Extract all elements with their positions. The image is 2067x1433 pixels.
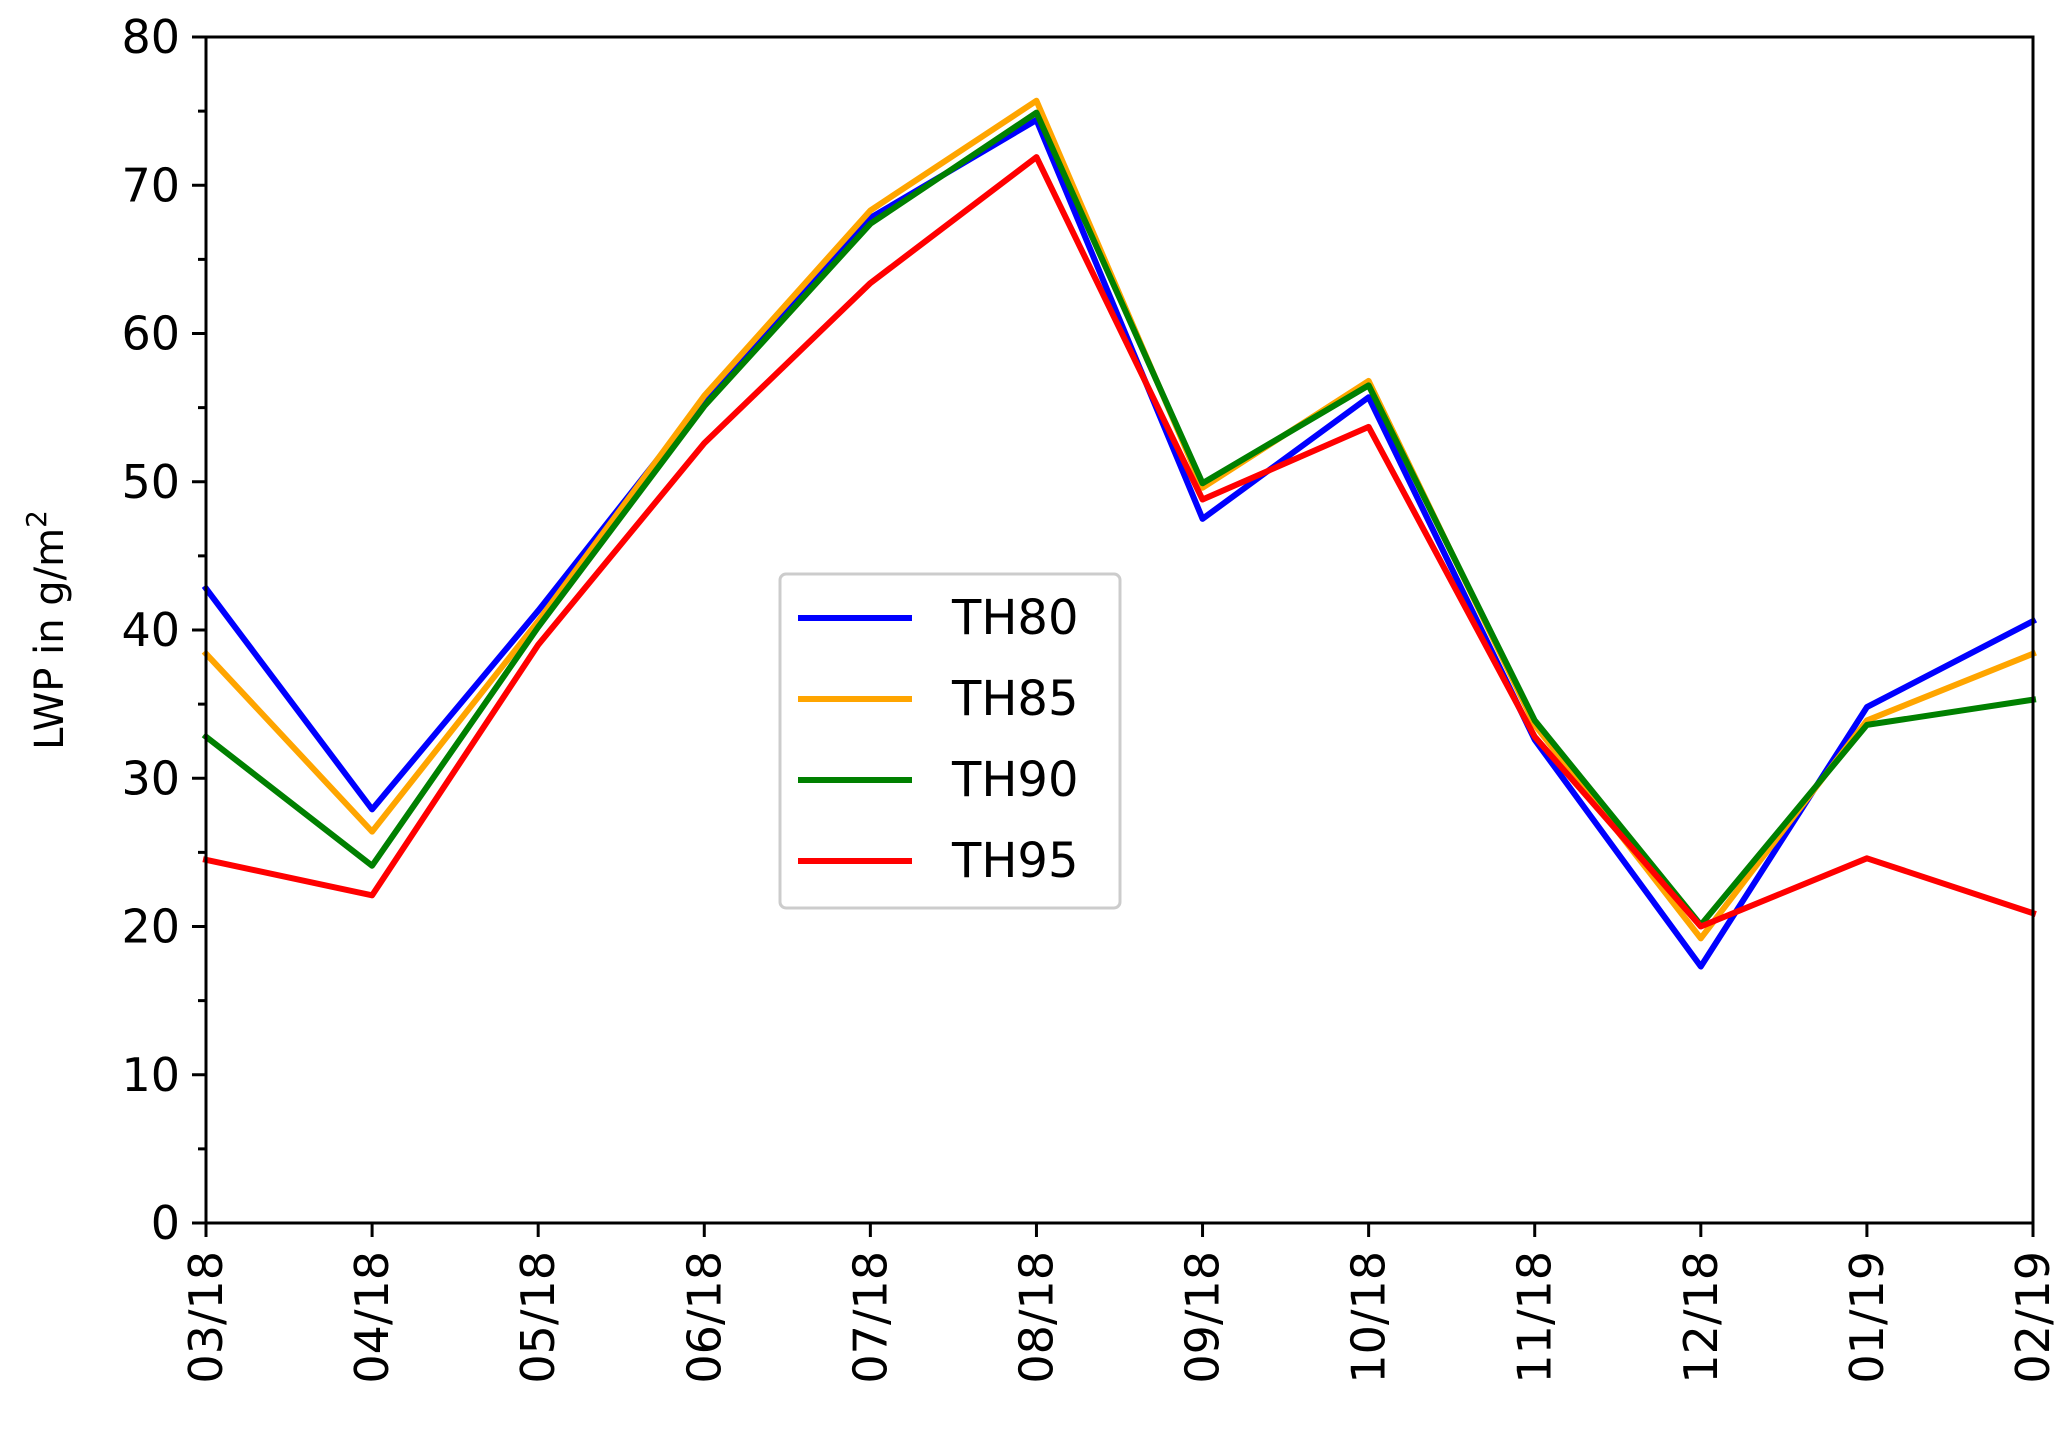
legend: TH80 TH85 TH90 TH95: [778, 572, 1122, 910]
series-lines: [201, 97, 2038, 970]
x-tick-label: 09/18: [1176, 1251, 1230, 1384]
y-tick-label: 60: [121, 307, 180, 361]
legend-label-th95: TH95: [951, 833, 1079, 889]
legend-box: [778, 572, 1122, 910]
x-tick-label: 08/18: [1009, 1251, 1063, 1384]
legend-label-th80: TH80: [951, 590, 1079, 646]
legend-label-th90: TH90: [951, 752, 1079, 808]
series-line-th90: [201, 109, 2037, 929]
x-tick-label: 07/18: [843, 1251, 897, 1384]
x-tick-label: 02/19: [2006, 1251, 2060, 1384]
series-line-th95: [202, 154, 2037, 930]
y-tick-label: 30: [121, 751, 180, 805]
y-tick-label: 20: [121, 900, 180, 954]
y-tick-label: 0: [151, 1196, 180, 1250]
x-tick-label: 04/18: [345, 1251, 399, 1384]
y-tick-label: 10: [121, 1048, 180, 1102]
x-tick-label: 11/18: [1508, 1251, 1562, 1384]
y-tick-label: 80: [121, 10, 180, 64]
x-tick-label: 06/18: [677, 1251, 731, 1384]
legend-items: TH80 TH85 TH90 TH95: [798, 590, 1079, 889]
plot-frame: [204, 35, 2035, 1225]
x-tick-label: 03/18: [179, 1251, 233, 1384]
y-axis-label: LWP in g/m2: [20, 510, 74, 750]
x-tick-label: 05/18: [511, 1251, 565, 1384]
y-axis-label-text: LWP in g/m: [27, 528, 73, 750]
y-tick-label: 40: [121, 603, 180, 657]
x-tick-label: 01/19: [1840, 1251, 1894, 1384]
x-axis-ticks: 03/18 04/18 05/18 06/18 07/18 08/18 09/18 10/18…: [179, 1223, 2060, 1384]
legend-label-th85: TH85: [951, 671, 1079, 727]
y-axis-ticks: 0 10 20 30 40 50 60 70 80: [121, 10, 206, 1250]
x-tick-label: 12/18: [1674, 1251, 1728, 1384]
y-tick-label: 70: [121, 158, 180, 212]
y-axis-label-superscript: 2: [20, 510, 53, 528]
y-tick-label: 50: [121, 455, 180, 509]
series-line-th80: [201, 117, 2038, 970]
x-tick-label: 10/18: [1342, 1251, 1396, 1384]
